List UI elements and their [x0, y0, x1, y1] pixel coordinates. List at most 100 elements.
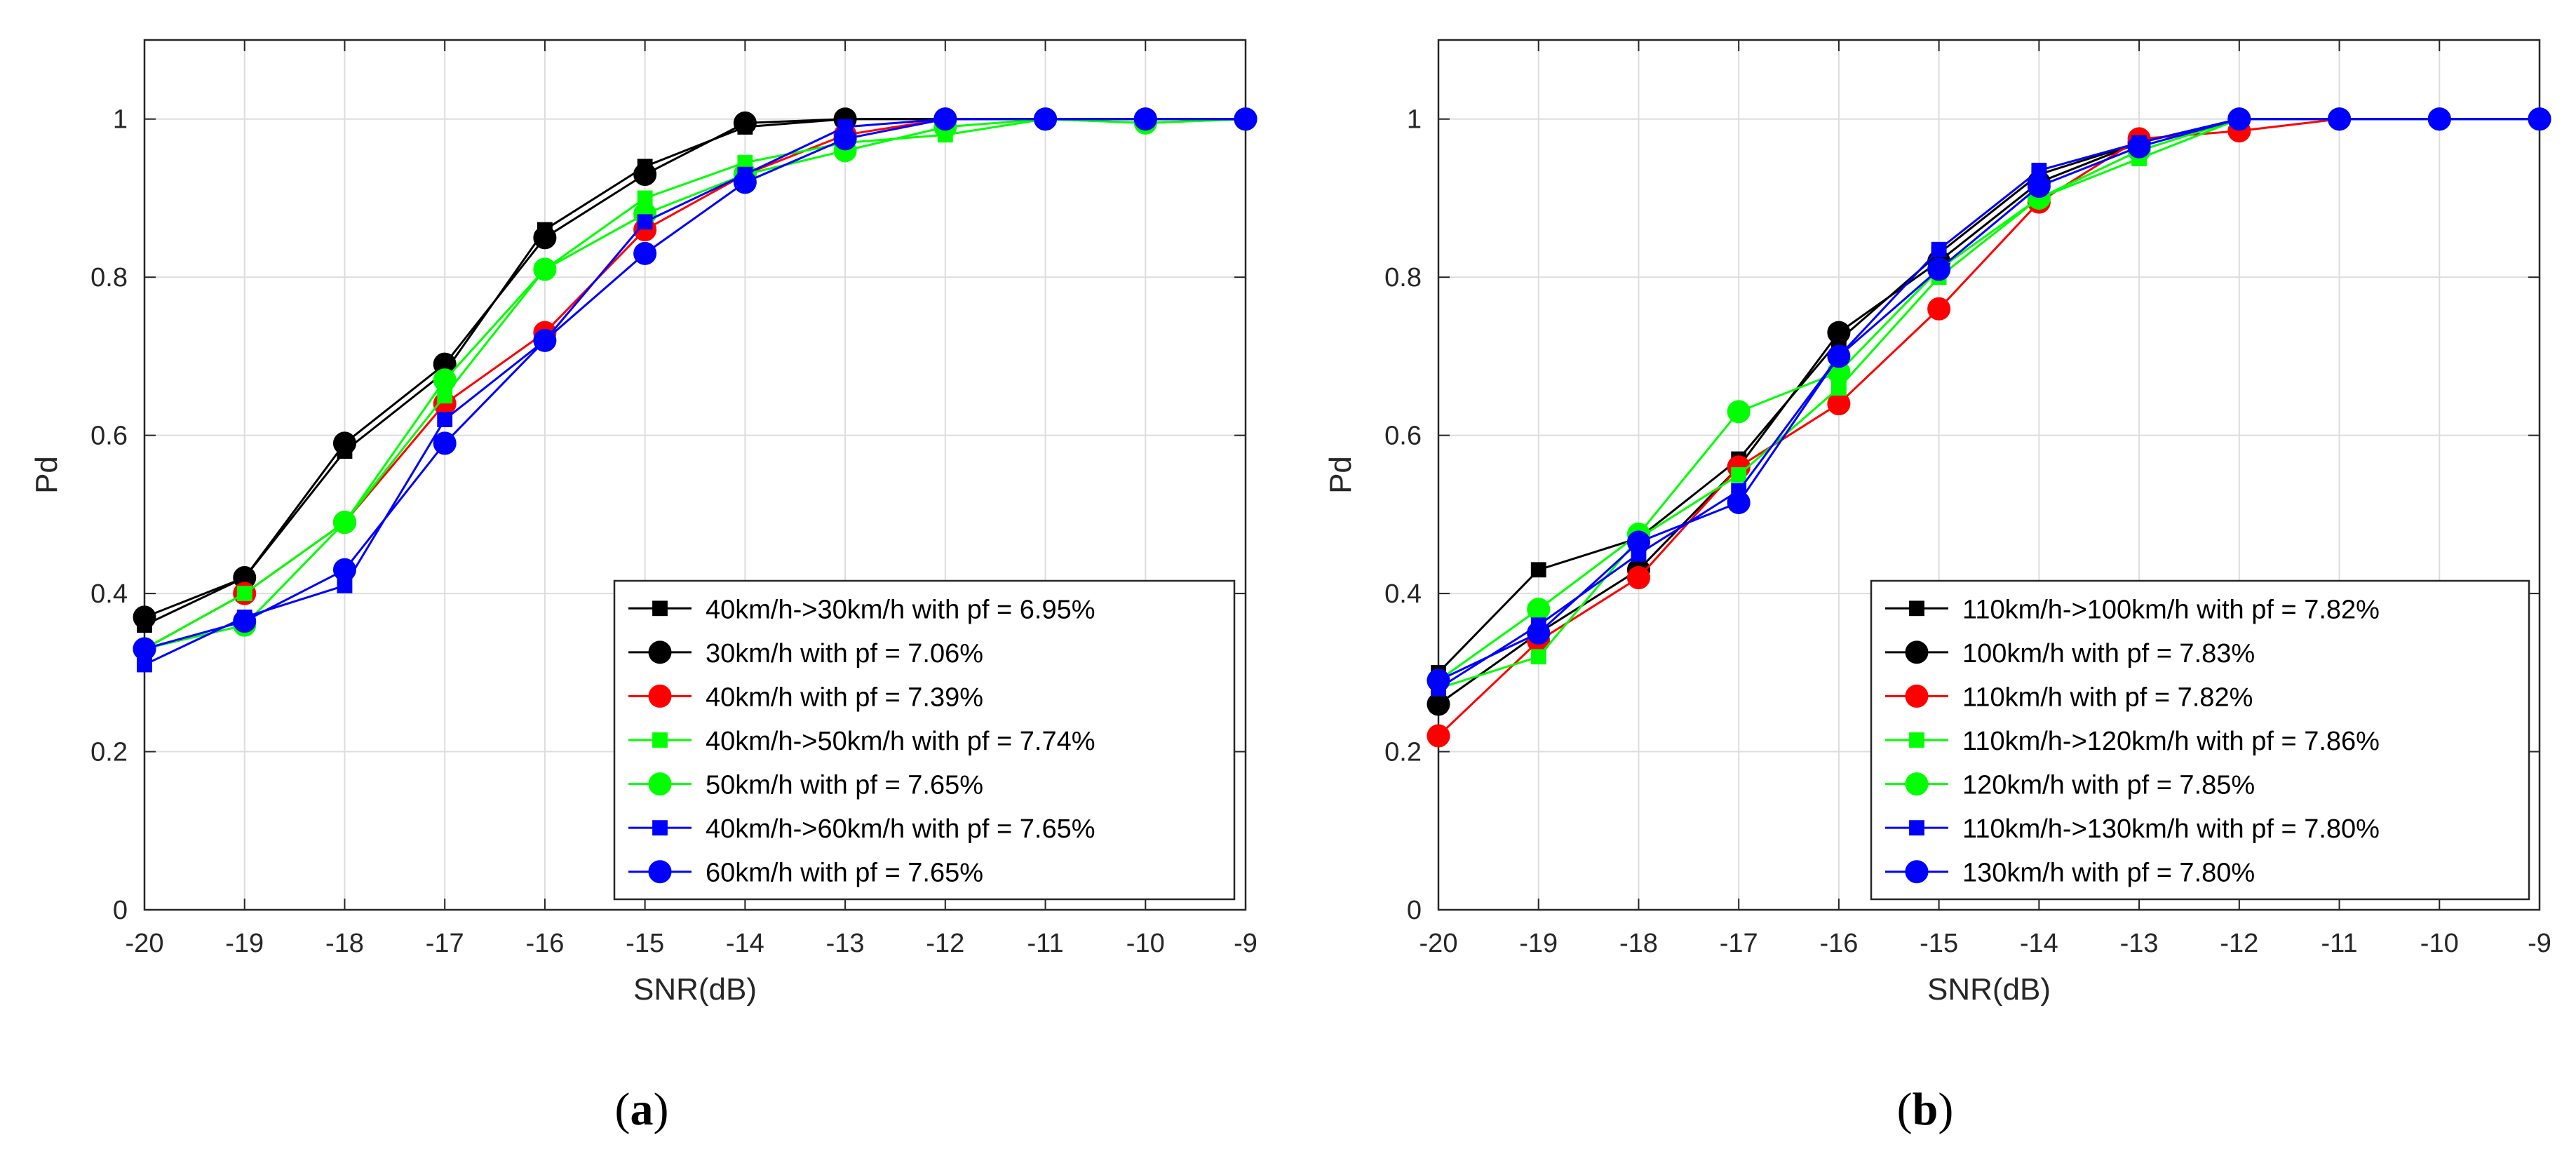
x-tick-label: -12 — [2220, 929, 2258, 958]
y-tick-label: 0.8 — [90, 263, 128, 293]
legend-marker — [1909, 820, 1924, 836]
y-tick-label: 0.6 — [1384, 422, 1422, 451]
x-tick-label: -17 — [426, 929, 464, 958]
data-point — [233, 610, 257, 633]
data-point — [933, 107, 957, 131]
legend-item: 60km/h with pf = 7.65% — [628, 859, 983, 888]
x-tick-label: -10 — [2420, 929, 2459, 958]
legend-label: 120km/h with pf = 7.85% — [1962, 771, 2255, 800]
series-line — [144, 118, 1246, 650]
y-axis-label: Pd — [29, 456, 64, 494]
data-point — [1931, 241, 1947, 257]
legend-item: 130km/h with pf = 7.80% — [1885, 859, 2255, 888]
data-point — [633, 163, 657, 187]
x-tick-label: -13 — [2120, 929, 2159, 958]
data-point — [332, 431, 356, 455]
legend-label: 110km/h->120km/h with pf = 7.86% — [1962, 727, 2380, 756]
y-tick-label: 0 — [113, 896, 128, 925]
data-point — [1527, 598, 1551, 621]
legend: 110km/h->100km/h with pf = 7.82% 100km/h … — [1870, 579, 2530, 901]
data-point — [1427, 692, 1450, 716]
legend-label: 30km/h with pf = 7.06% — [706, 639, 983, 668]
legend-label: 40km/h->50km/h with pf = 7.74% — [706, 727, 1095, 756]
legend-marker — [652, 732, 668, 748]
data-point — [1234, 107, 1257, 131]
legend-box — [1870, 579, 2530, 901]
legend-item: 120km/h with pf = 7.85% — [1885, 771, 2255, 800]
legend-label: 110km/h with pf = 7.82% — [1962, 683, 2253, 712]
legend-item: 40km/h->50km/h with pf = 7.74% — [628, 727, 1095, 756]
legend-item: 50km/h with pf = 7.65% — [628, 771, 983, 800]
data-point — [433, 431, 457, 455]
y-tick-label: 0.2 — [1384, 738, 1422, 767]
data-point — [332, 558, 356, 582]
chart-panel-a: -20 -19 -18 -17 -16 -15 -14 -13 -12 -11 -10 -9 0 0.2 0… — [29, 39, 1257, 1007]
y-tick-label: 1 — [1407, 105, 1422, 135]
x-tick-label: -10 — [1126, 929, 1165, 958]
x-tick-label: -11 — [1027, 929, 1063, 958]
x-tick-label: -18 — [1619, 929, 1658, 958]
data-point — [236, 586, 252, 601]
x-tick-label: -13 — [826, 929, 865, 958]
panel-caption-a: (a) — [615, 1084, 669, 1135]
y-axis-label: Pd — [1323, 456, 1358, 494]
series-60km-h-with-pf-7-65 — [133, 107, 1257, 661]
x-tick-label: -16 — [525, 929, 564, 958]
x-tick-label: -19 — [225, 929, 264, 958]
data-point — [1034, 107, 1058, 131]
x-tick-label: -15 — [626, 929, 664, 958]
legend: 40km/h->30km/h with pf = 6.95% 30km/h wit… — [613, 579, 1236, 901]
data-point — [2027, 175, 2051, 199]
x-tick-label: -9 — [1234, 929, 1257, 958]
x-tick-label: -12 — [926, 929, 964, 958]
data-point — [1527, 621, 1551, 645]
x-tick-label: -14 — [726, 929, 764, 958]
data-point — [1530, 562, 1546, 578]
legend-label: 40km/h->60km/h with pf = 7.65% — [706, 814, 1095, 844]
y-tick-label: 0.4 — [1384, 579, 1422, 609]
legend-label: 60km/h with pf = 7.65% — [706, 859, 983, 888]
x-tick-label: -19 — [1519, 929, 1558, 958]
data-point — [133, 637, 156, 661]
legend-label: 130km/h with pf = 7.80% — [1962, 859, 2255, 888]
x-tick-label: -20 — [1420, 929, 1458, 958]
data-point — [1427, 668, 1450, 692]
legend-label: 110km/h->130km/h with pf = 7.80% — [1962, 814, 2380, 844]
legend-marker — [648, 640, 672, 664]
data-point — [1727, 400, 1751, 424]
legend-marker — [1905, 772, 1929, 796]
y-tick-label: 1 — [113, 105, 128, 135]
data-point — [2127, 135, 2151, 159]
data-point — [1626, 530, 1650, 554]
y-tick-label: 0.2 — [90, 738, 128, 767]
data-point — [1427, 724, 1450, 748]
legend-marker — [1905, 640, 1929, 664]
x-axis-label: SNR(dB) — [633, 972, 757, 1007]
y-tick-label: 0.4 — [90, 579, 128, 609]
data-point — [133, 605, 156, 629]
y-tick-label: 0 — [1407, 896, 1422, 925]
data-point — [1133, 107, 1157, 131]
legend-item: 30km/h with pf = 7.06% — [628, 639, 983, 668]
legend-marker — [1909, 732, 1924, 748]
data-point — [1827, 344, 1851, 368]
legend-marker — [1905, 684, 1929, 708]
data-point — [733, 170, 757, 194]
data-point — [1927, 257, 1951, 281]
x-tick-label: -20 — [126, 929, 164, 958]
y-tick-label: 0.8 — [1384, 263, 1422, 293]
x-tick-label: -11 — [2321, 929, 2357, 958]
x-tick-label: -18 — [325, 929, 364, 958]
data-point — [733, 111, 757, 135]
legend-label: 110km/h->100km/h with pf = 7.82% — [1962, 595, 2380, 624]
legend-marker — [652, 820, 668, 836]
data-point — [533, 226, 557, 250]
legend-item: 40km/h with pf = 7.39% — [628, 683, 983, 712]
data-point — [633, 241, 657, 265]
legend-marker — [648, 860, 672, 884]
legend-label: 50km/h with pf = 7.65% — [706, 771, 983, 800]
axes-box — [143, 39, 1247, 911]
legend-box — [613, 579, 1236, 901]
data-point — [1827, 321, 1851, 344]
